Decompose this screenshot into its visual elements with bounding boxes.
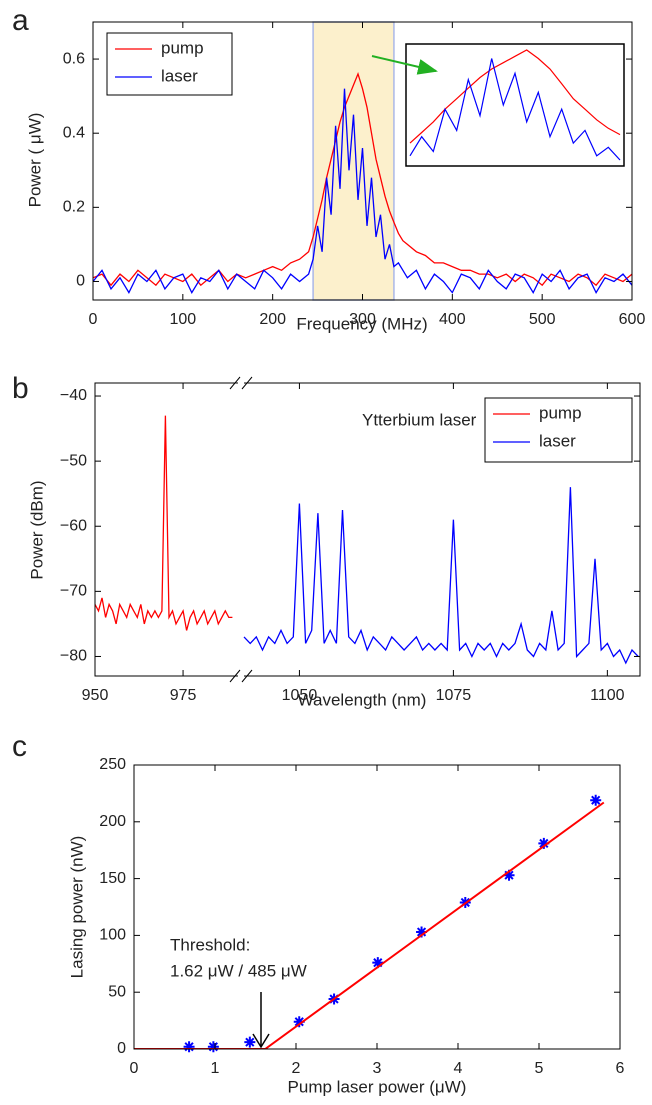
x-axis-title: Frequency (MHz) — [296, 314, 427, 333]
y-tick-label: −50 — [60, 452, 87, 469]
x-axis-title: Wavelength (nm) — [298, 690, 427, 709]
y-tick-label: −60 — [60, 517, 87, 534]
x-tick-label: 0 — [89, 311, 98, 328]
y-axis-title: Lasing power (nW) — [67, 836, 86, 979]
data-point — [207, 1041, 219, 1053]
panel-c: c 0 1 2 3 4 5 6 0 50 100 150 200 250 Pump laser power … — [12, 730, 625, 1097]
series-line — [95, 415, 233, 631]
annotation: Threshold: — [170, 935, 250, 954]
x-tick-label: 200 — [259, 311, 286, 328]
inset-arrow — [371, 55, 438, 75]
series-line — [243, 487, 639, 665]
y-axis-title: Power (dBm) — [27, 480, 46, 579]
annotation: 1.62 μW / 485 μW — [170, 961, 307, 980]
y-tick-label: 150 — [99, 870, 126, 887]
series-line — [93, 88, 632, 294]
x-tick-label: 6 — [616, 1060, 625, 1077]
plot-frame — [94, 382, 641, 677]
legend-label: pump — [161, 38, 204, 57]
panel-a: a 0 100 200 300 400 500 600 0 0.2 0.4 0.6 Frequency … — [12, 4, 645, 334]
x-tick-label: 1075 — [436, 687, 472, 704]
panel-label: c — [12, 730, 27, 763]
y-tick-label: −40 — [60, 387, 87, 404]
legend-label: laser — [161, 66, 198, 85]
y-axis-title: Power ( μW) — [25, 113, 44, 208]
axis-break — [229, 669, 253, 683]
data-point — [183, 1041, 195, 1053]
axis-break — [229, 376, 253, 390]
data-point — [244, 1036, 256, 1048]
legend-box — [106, 32, 233, 96]
legend-label: pump — [539, 403, 582, 422]
x-tick-label: 950 — [82, 687, 109, 704]
y-tick-label: 200 — [99, 813, 126, 830]
panel-label: b — [12, 372, 29, 405]
panel-b: b 950 975 1050 1075 1100 −40 −50 −60 −70 −80 Wavele… — [12, 372, 641, 709]
inset-line — [409, 58, 621, 161]
y-tick-label: 0.2 — [63, 199, 85, 216]
series-line — [93, 71, 632, 287]
data-point — [416, 926, 428, 938]
y-tick-label: 0.4 — [63, 124, 85, 141]
x-tick-label: 1 — [211, 1060, 220, 1077]
y-tick-label: 0 — [117, 1040, 126, 1057]
threshold-arrowhead — [252, 1033, 270, 1049]
axis-break-gap — [238, 673, 244, 679]
x-tick-label: 975 — [170, 687, 197, 704]
x-tick-label: 600 — [619, 311, 646, 328]
inset-frame — [405, 43, 625, 167]
y-tick-label: 250 — [99, 756, 126, 773]
x-tick-label: 100 — [169, 311, 196, 328]
y-tick-label: 0 — [76, 273, 85, 290]
x-tick-label: 2 — [292, 1060, 301, 1077]
data-point — [503, 869, 515, 881]
y-tick-label: 50 — [108, 983, 126, 1000]
panel-label: a — [12, 4, 29, 37]
x-tick-label: 5 — [535, 1060, 544, 1077]
y-tick-label: 0.6 — [63, 50, 85, 67]
data-point — [293, 1016, 305, 1028]
x-tick-label: 500 — [529, 311, 556, 328]
x-tick-label: 300 — [349, 311, 376, 328]
x-tick-label: 1100 — [590, 687, 625, 704]
series-line — [134, 801, 605, 1049]
data-point — [590, 794, 602, 806]
x-tick-label: 0 — [130, 1060, 139, 1077]
x-tick-label: 3 — [373, 1060, 382, 1077]
y-tick-label: −80 — [60, 648, 87, 665]
annotation: Ytterbium laser — [362, 410, 477, 429]
y-tick-label: 100 — [99, 927, 126, 944]
axis-break-gap — [238, 380, 244, 386]
y-tick-label: −70 — [60, 583, 87, 600]
x-axis-title: Pump laser power (μW) — [288, 1077, 467, 1096]
plots: a0 100 200 300 400 500 60000.20.40.6Frequency … — [12, 4, 645, 1097]
data-point — [372, 957, 384, 969]
x-tick-label: 1050 — [282, 687, 318, 704]
data-point — [538, 837, 550, 849]
legend-label: laser — [539, 431, 576, 450]
x-tick-label: 4 — [454, 1060, 463, 1077]
x-tick-label: 400 — [439, 311, 466, 328]
plot-frame — [133, 764, 621, 1050]
highlight-band — [312, 21, 395, 301]
legend-box — [484, 397, 633, 463]
